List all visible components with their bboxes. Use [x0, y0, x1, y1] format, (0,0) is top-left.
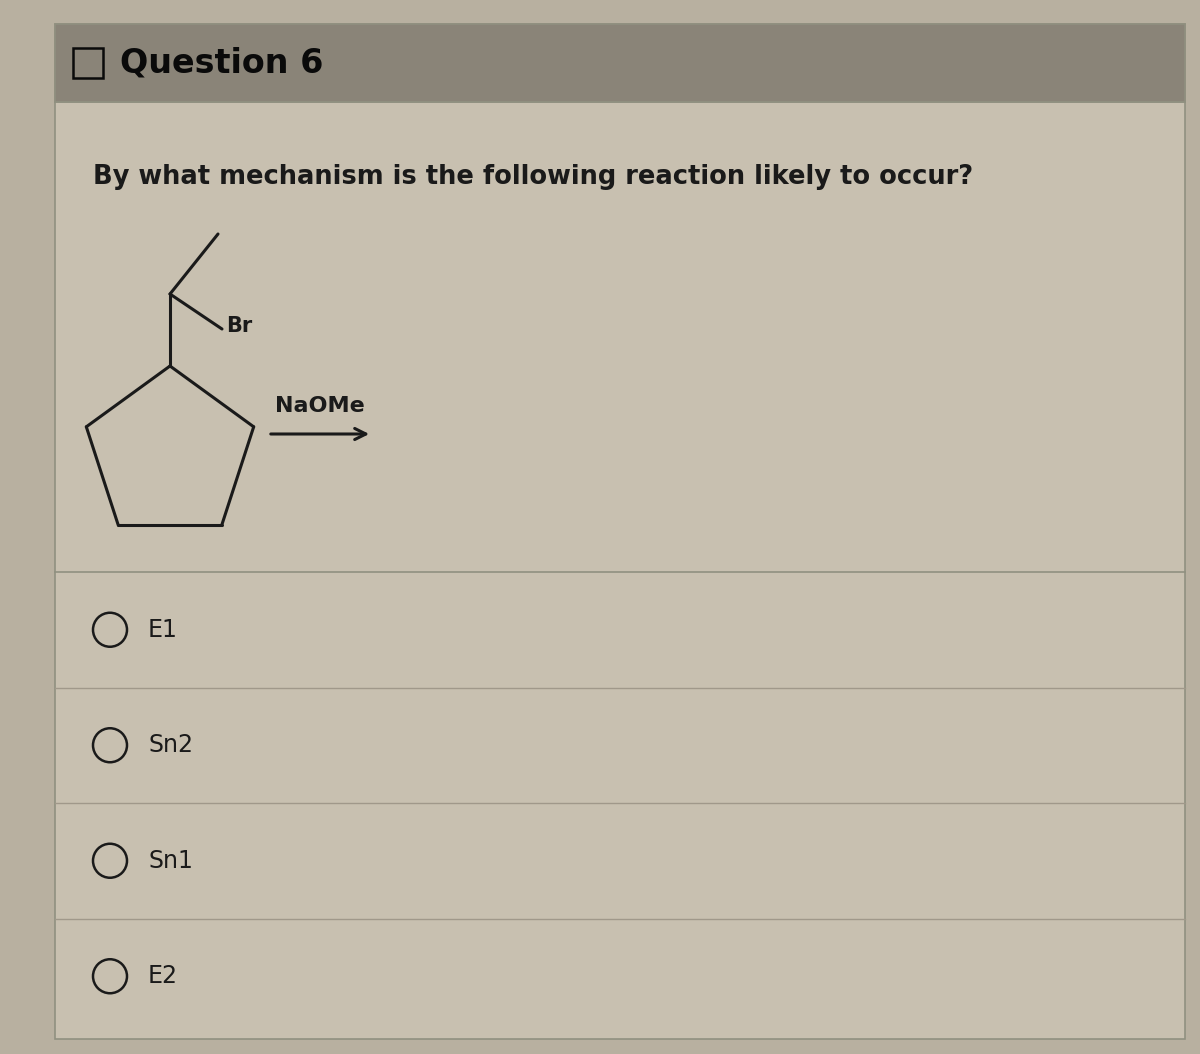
Text: E2: E2	[148, 964, 178, 989]
Text: E1: E1	[148, 618, 178, 642]
Polygon shape	[55, 24, 1186, 102]
Text: NaOMe: NaOMe	[275, 396, 365, 416]
Text: By what mechanism is the following reaction likely to occur?: By what mechanism is the following react…	[94, 164, 973, 190]
Bar	[73, 48, 103, 78]
Text: Br: Br	[226, 316, 252, 336]
Text: Question 6: Question 6	[120, 46, 323, 79]
Text: Sn1: Sn1	[148, 848, 193, 873]
Polygon shape	[55, 24, 1186, 1039]
Text: Sn2: Sn2	[148, 734, 193, 757]
